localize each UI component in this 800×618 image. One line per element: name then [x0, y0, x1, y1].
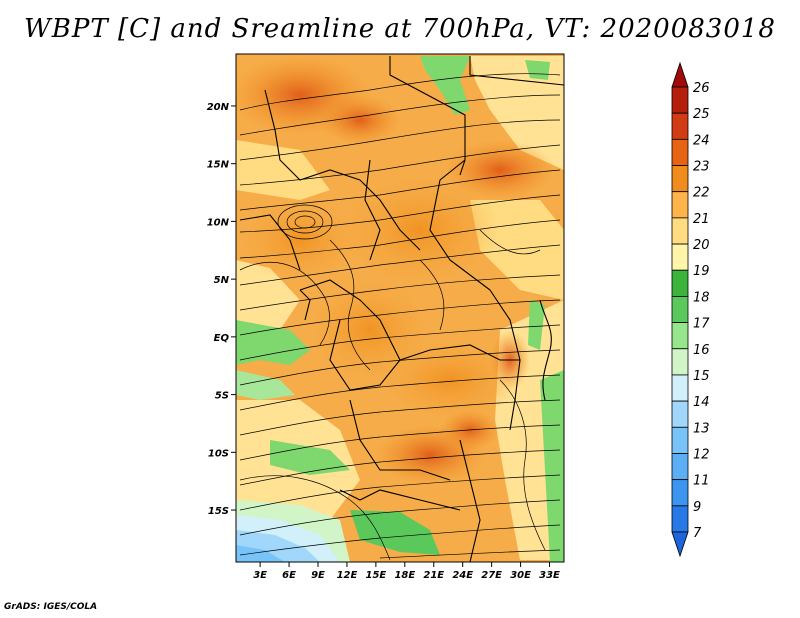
lat-label: 15N [207, 160, 230, 171]
colorbar-box [671, 138, 689, 166]
lat-label: 5N [214, 275, 230, 286]
longitude-axis: 3E 6E 9E 12E 15E 18E 21E 24E 27E 30E 33E [253, 562, 560, 581]
colorbar-box [671, 400, 689, 428]
colorbar-box [671, 191, 689, 219]
colorbar-label: 12 [693, 447, 710, 462]
colorbar-label: 7 [693, 526, 702, 541]
map-title: WBPT [C] and Sreamline at 700hPa, VT: 20… [24, 14, 776, 44]
lon-label: 21E [423, 570, 444, 581]
lon-label: 3E [253, 570, 267, 581]
colorbar-box [671, 505, 689, 533]
lon-label: 18E [394, 570, 415, 581]
colorbar-label: 25 [693, 107, 710, 122]
colorbar-box [671, 112, 689, 140]
lat-label: 10S [208, 448, 229, 459]
colorbar-box [671, 348, 689, 376]
country-borders [239, 56, 564, 562]
lon-label: 12E [337, 570, 358, 581]
colorbar-label: 16 [693, 343, 710, 358]
colorbar-label: 15 [693, 369, 710, 384]
colorbar-box [671, 453, 689, 481]
colorbar-box [671, 217, 689, 245]
colorbar-box [671, 243, 689, 271]
colorbar-box [671, 269, 689, 297]
lon-label: 33E [539, 570, 560, 581]
lon-label: 27E [481, 570, 502, 581]
colorbar-label: 20 [693, 238, 710, 253]
colorbar-label: 21 [693, 212, 710, 227]
colorbar-label: 13 [693, 421, 710, 436]
colorbar-label: 11 [693, 474, 710, 489]
colorbar-label: 24 [693, 133, 710, 148]
lat-label: EQ [214, 333, 230, 344]
colorbar-bottom-arrow [671, 531, 689, 558]
colorbar-label: 26 [693, 81, 710, 96]
lat-label: 10N [207, 217, 230, 228]
colorbar-label: 18 [693, 290, 710, 305]
lon-label: 24E [452, 570, 473, 581]
colorbar-label: 23 [693, 160, 710, 175]
colorbar-label: 9 [693, 500, 701, 515]
colorbar-label: 19 [693, 264, 710, 279]
lat-label: 5S [215, 391, 229, 402]
colorbar-label: 17 [693, 317, 710, 332]
streamlines [239, 73, 561, 561]
colorbar-label: 14 [693, 395, 710, 410]
colorbar-box [671, 479, 689, 507]
colorbar-box [671, 374, 689, 402]
lon-label: 30E [510, 570, 531, 581]
latitude-axis: 20N 15N 10N 5N EQ 5S 10S 15S [207, 102, 236, 517]
colorbar-box [671, 426, 689, 454]
lat-label: 15S [208, 506, 229, 517]
lat-label: 20N [207, 102, 230, 113]
map-frame [235, 53, 565, 563]
colorbar-label: 22 [693, 186, 710, 201]
colorbar-box [671, 322, 689, 350]
credit-text: GrADS: IGES/COLA [4, 602, 98, 612]
colorbar-box [671, 296, 689, 323]
colorbar-top-arrow [671, 61, 689, 88]
colorbar-box [671, 86, 689, 114]
lon-label: 15E [366, 570, 387, 581]
wbpt-field [236, 54, 564, 562]
colorbar-box [671, 165, 689, 193]
colorbar: 26 25 24 23 22 21 20 19 18 17 16 15 14 13 12 11 9 7 [671, 61, 710, 558]
lon-label: 9E [311, 570, 325, 581]
lon-label: 6E [282, 570, 296, 581]
